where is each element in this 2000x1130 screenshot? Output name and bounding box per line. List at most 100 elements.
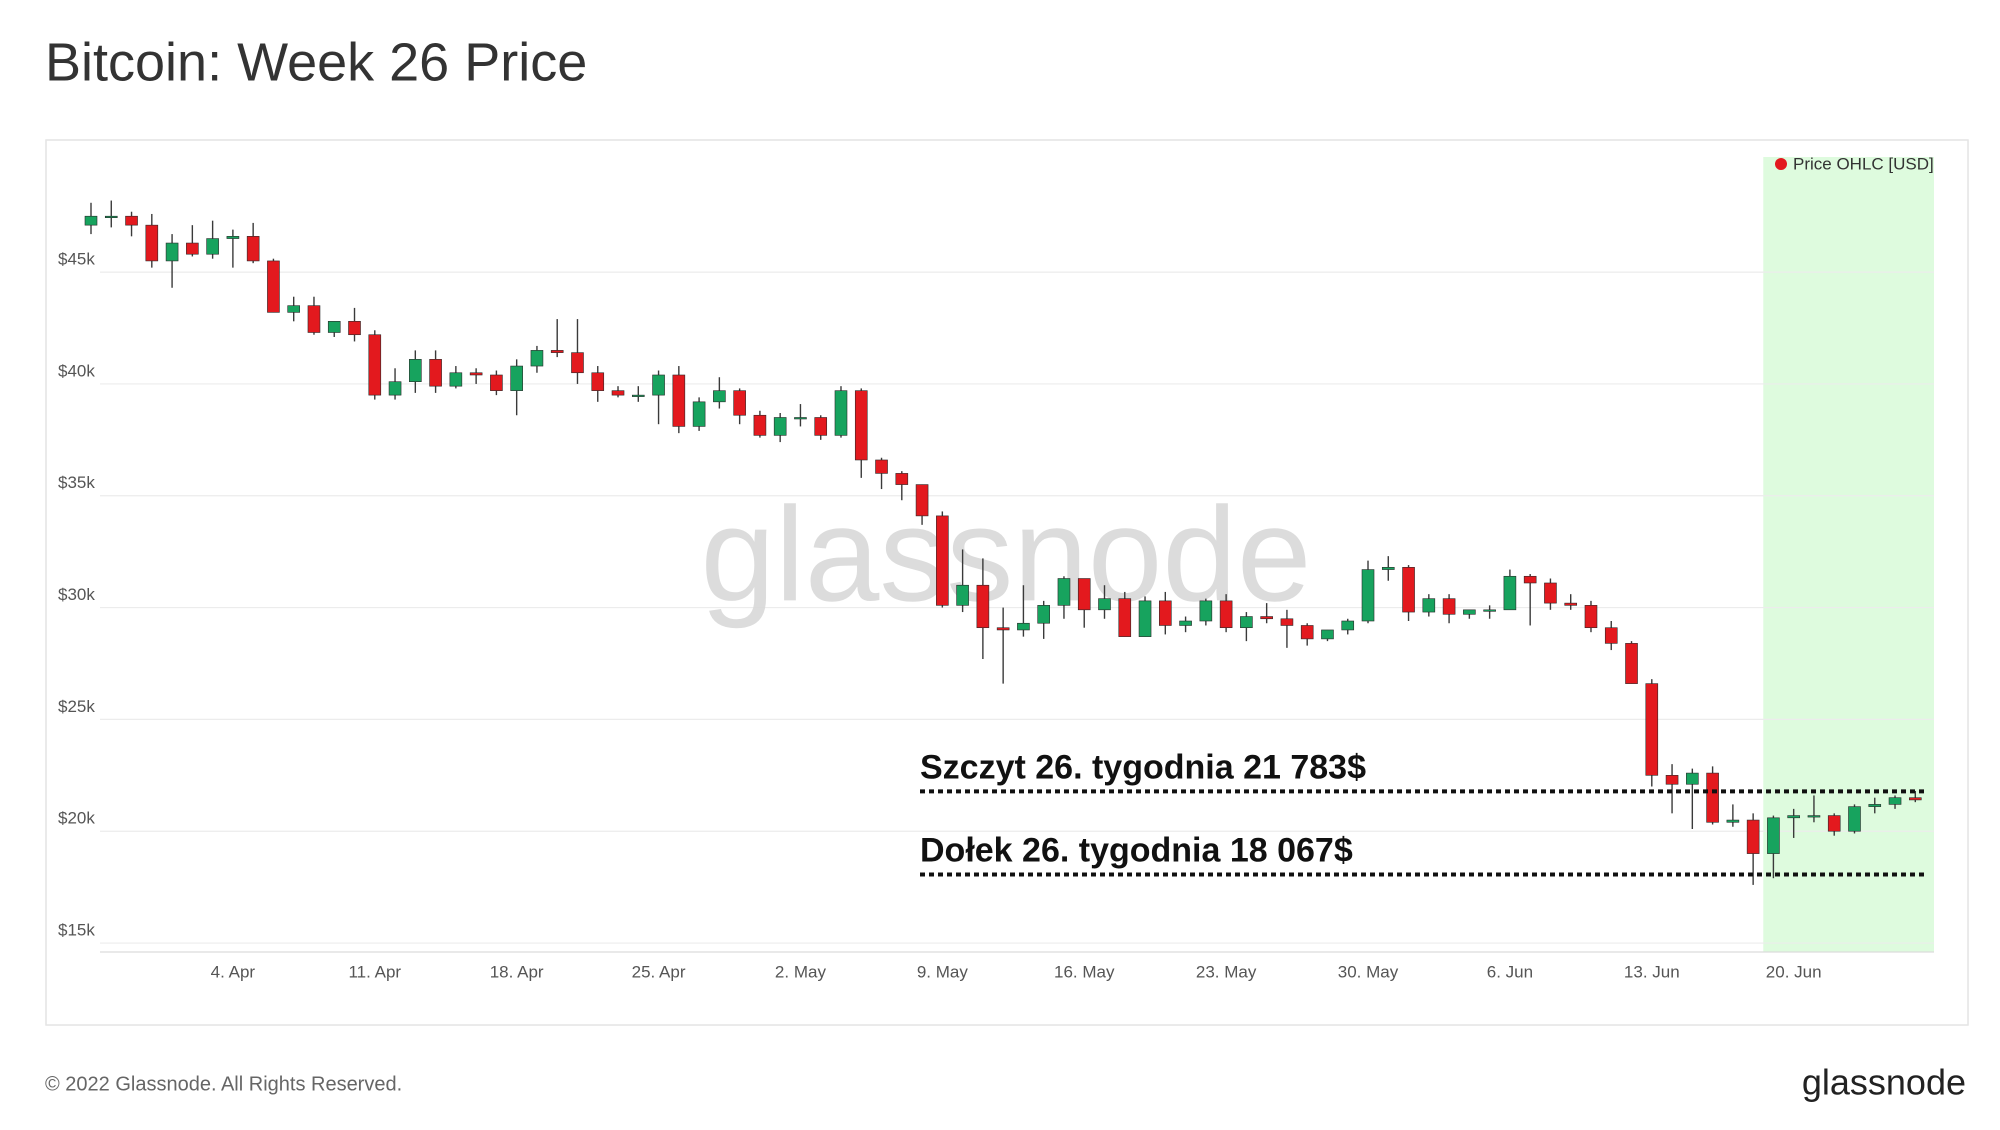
candle-body <box>327 321 341 333</box>
x-tick-label: 30. May <box>1338 962 1399 981</box>
candle-body <box>1827 815 1841 832</box>
x-tick-label: 16. May <box>1054 962 1115 981</box>
legend-label: Price OHLC [USD] <box>1793 154 1934 173</box>
candle-body <box>1726 819 1740 823</box>
candle-body <box>1746 819 1760 854</box>
x-tick-label: 9. May <box>917 962 969 981</box>
candle-body <box>490 374 503 391</box>
candle-body <box>1199 600 1213 622</box>
candle-body <box>611 390 625 396</box>
candle-body <box>1604 627 1618 644</box>
candle-body <box>206 238 219 255</box>
candle-body <box>1483 609 1496 612</box>
background-layer <box>1763 157 1934 952</box>
candle-body <box>388 381 402 396</box>
candle-body <box>1706 772 1719 823</box>
candle-body <box>1909 797 1922 801</box>
candle-body <box>1240 616 1253 629</box>
candle-body <box>104 215 118 219</box>
candle-body <box>976 584 990 629</box>
y-tick-label: $40k <box>58 361 95 380</box>
y-tick-label: $15k <box>58 921 95 940</box>
candle-body <box>1260 616 1273 620</box>
candle-body <box>1686 772 1699 785</box>
candle-body <box>713 390 726 403</box>
footer: © 2022 Glassnode. All Rights Reserved. <box>45 1073 402 1095</box>
candle-body <box>895 473 909 485</box>
candle-body <box>692 401 706 427</box>
candle-body <box>1888 797 1902 805</box>
candle-body <box>1179 620 1192 626</box>
candle-body <box>165 242 179 262</box>
candle-body <box>1584 605 1598 629</box>
candle-body <box>1057 578 1071 606</box>
candle-body <box>1544 582 1557 604</box>
candle-body <box>449 372 463 387</box>
candle-body <box>956 584 969 606</box>
candle-body <box>875 459 888 474</box>
x-tick-label: 2. May <box>775 962 827 981</box>
x-tick-label: 13. Jun <box>1624 962 1680 981</box>
y-tick-label: $45k <box>58 250 95 269</box>
candle-body <box>429 359 442 387</box>
candle-body <box>591 372 605 391</box>
candle-body <box>1381 567 1395 570</box>
candle-body <box>1361 569 1375 622</box>
candle-body <box>226 236 240 239</box>
candle-body <box>469 372 483 376</box>
week-highlight <box>1763 157 1934 952</box>
candle-body <box>1503 575 1517 611</box>
candle-body <box>936 515 949 606</box>
candle-body <box>1625 643 1638 684</box>
logo: glassnode <box>1802 1062 1966 1103</box>
candle-body <box>996 627 1010 631</box>
candle-body <box>1868 804 1882 807</box>
candle-body <box>1098 598 1111 611</box>
candle-body <box>571 352 584 374</box>
candle-body <box>1564 602 1578 606</box>
legend-marker <box>1775 158 1787 170</box>
marks-layer <box>84 200 1922 885</box>
grid-layer: $15k $20k $25k $30k $35k $40k $45k 4. Apr 11. Ap… <box>58 154 1934 981</box>
candle-body <box>1848 806 1861 832</box>
candle-body <box>1807 815 1821 818</box>
candle-body <box>186 242 199 255</box>
candle-body <box>368 334 382 396</box>
candle-body <box>348 321 361 336</box>
candle-body <box>530 350 544 367</box>
chart-title: Bitcoin: Week 26 Price <box>45 32 587 92</box>
candle-body <box>753 414 767 436</box>
candle-body <box>1645 683 1659 776</box>
candle-body <box>1402 567 1415 613</box>
candle-body <box>794 417 807 420</box>
candle-body <box>1118 598 1132 637</box>
candle-body <box>1767 817 1780 854</box>
candle-body <box>267 260 280 313</box>
candle-body <box>1665 775 1679 785</box>
x-tick-label: 20. Jun <box>1766 962 1822 981</box>
candle-body <box>287 305 301 313</box>
candle-body <box>550 350 564 353</box>
x-tick-label: 6. Jun <box>1487 962 1533 981</box>
candle-body <box>1321 629 1334 640</box>
candle-body <box>1422 598 1436 613</box>
candle-body <box>834 390 848 436</box>
candle-body <box>1219 600 1233 629</box>
candle-body <box>1523 575 1537 584</box>
candle-body <box>1300 625 1314 640</box>
candle-body <box>631 394 645 397</box>
candle-body <box>1037 605 1050 624</box>
candle-body <box>125 215 138 226</box>
x-tick-label: 11. Apr <box>348 962 401 981</box>
candle-body <box>145 224 159 262</box>
candle-body <box>1159 600 1172 626</box>
candle-body <box>1138 600 1152 637</box>
candle-body <box>1341 620 1355 631</box>
annotation-text: Dołek 26. tygodnia 18 067$ <box>920 831 1353 869</box>
x-tick-label: 23. May <box>1196 962 1257 981</box>
candle-body <box>652 374 665 396</box>
candle-body <box>84 215 98 226</box>
